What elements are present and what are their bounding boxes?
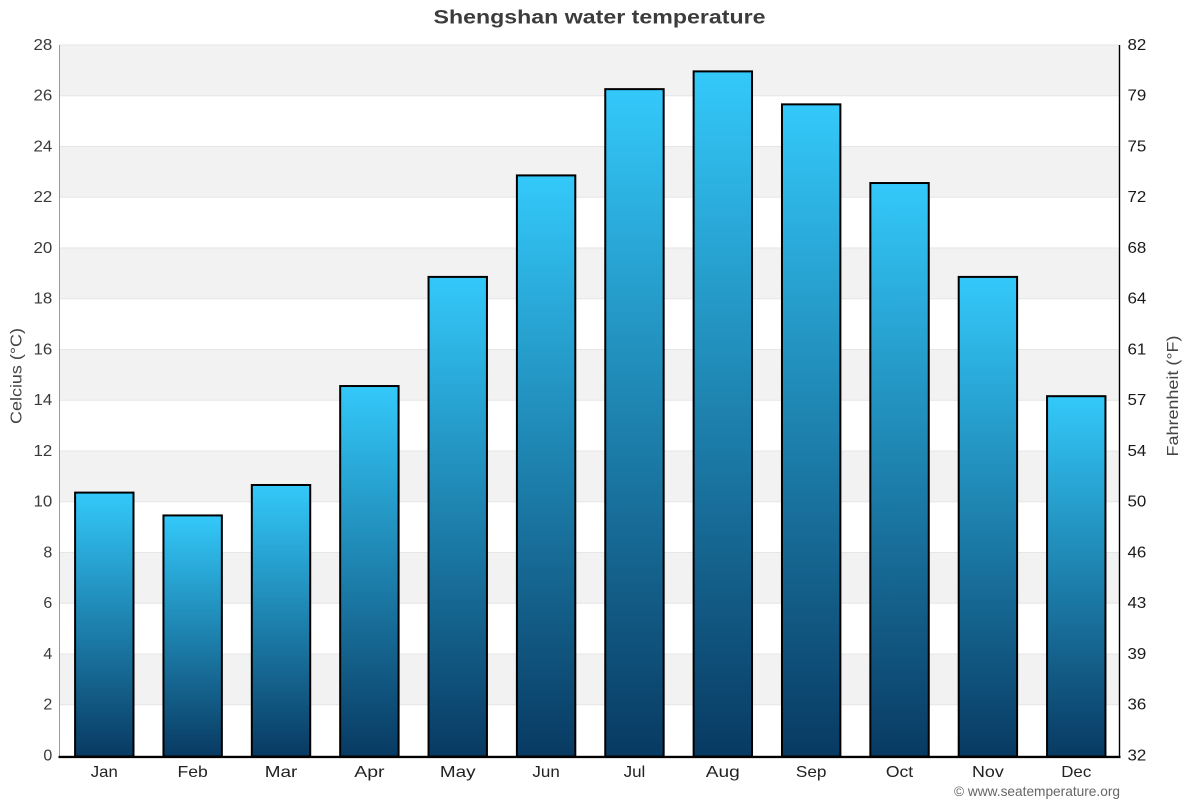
svg-text:14: 14 <box>34 392 53 409</box>
svg-text:43: 43 <box>1128 595 1147 612</box>
svg-text:24: 24 <box>34 138 53 155</box>
svg-text:8: 8 <box>43 544 52 561</box>
svg-text:6: 6 <box>43 595 52 612</box>
svg-text:10: 10 <box>34 494 53 511</box>
svg-text:75: 75 <box>1128 138 1147 155</box>
svg-text:28: 28 <box>34 37 53 54</box>
svg-text:Nov: Nov <box>972 764 1004 781</box>
svg-text:Oct: Oct <box>886 764 914 781</box>
svg-text:© www.seatemperature.org: © www.seatemperature.org <box>954 783 1120 799</box>
svg-text:46: 46 <box>1128 544 1147 561</box>
svg-text:82: 82 <box>1128 37 1147 54</box>
svg-text:57: 57 <box>1128 392 1147 409</box>
svg-text:0: 0 <box>43 747 52 764</box>
svg-text:Jun: Jun <box>532 764 559 781</box>
svg-text:Celcius (°C): Celcius (°C) <box>8 328 25 424</box>
svg-text:2: 2 <box>43 697 52 714</box>
svg-text:18: 18 <box>34 291 53 308</box>
svg-text:Dec: Dec <box>1061 764 1091 781</box>
svg-text:39: 39 <box>1128 646 1147 663</box>
svg-text:Aug: Aug <box>706 764 740 781</box>
svg-text:36: 36 <box>1128 697 1147 714</box>
svg-text:68: 68 <box>1128 240 1147 257</box>
svg-text:72: 72 <box>1128 189 1147 206</box>
svg-text:64: 64 <box>1128 291 1147 308</box>
svg-text:Fahrenheit (°F): Fahrenheit (°F) <box>1165 336 1182 457</box>
svg-text:50: 50 <box>1128 494 1147 511</box>
svg-text:32: 32 <box>1128 747 1147 764</box>
svg-text:Mar: Mar <box>265 764 298 781</box>
svg-text:Apr: Apr <box>354 764 385 781</box>
svg-text:12: 12 <box>34 443 53 460</box>
svg-text:Jan: Jan <box>91 764 118 781</box>
svg-text:4: 4 <box>43 646 52 663</box>
svg-text:54: 54 <box>1128 443 1147 460</box>
svg-text:Feb: Feb <box>178 764 208 781</box>
svg-text:79: 79 <box>1128 88 1147 105</box>
svg-text:26: 26 <box>34 88 53 105</box>
svg-text:May: May <box>440 764 476 781</box>
svg-text:61: 61 <box>1128 341 1147 358</box>
svg-text:Sep: Sep <box>796 764 827 781</box>
svg-text:Jul: Jul <box>624 764 646 781</box>
svg-text:22: 22 <box>34 189 53 206</box>
svg-text:20: 20 <box>34 240 53 257</box>
svg-text:16: 16 <box>34 341 53 358</box>
svg-text:Shengshan water temperature: Shengshan water temperature <box>434 7 766 29</box>
